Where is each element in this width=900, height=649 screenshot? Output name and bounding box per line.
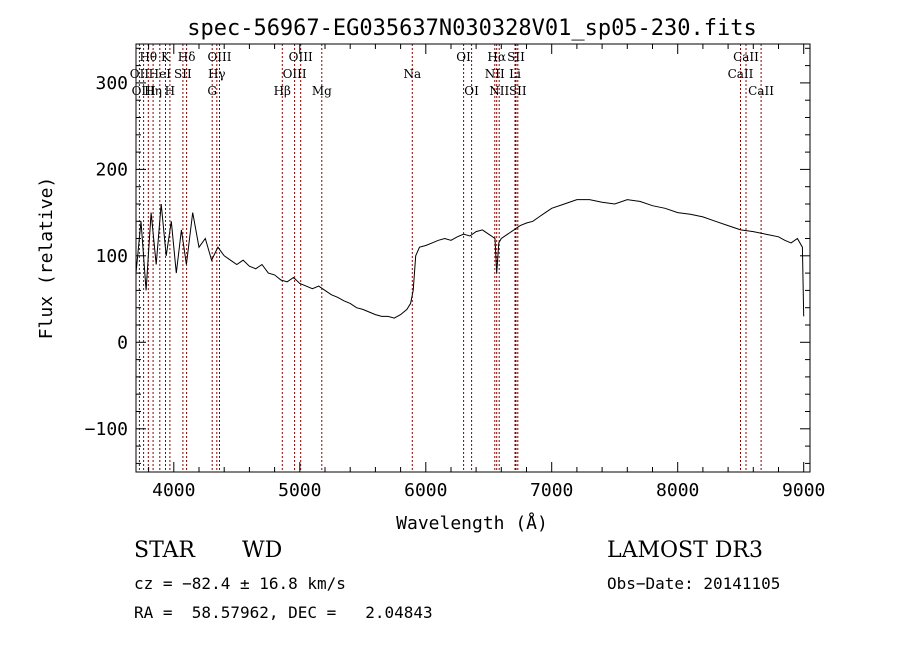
marker-label: SII	[174, 67, 192, 81]
marker-label: K	[161, 50, 171, 64]
marker-label: OIII	[207, 50, 231, 64]
survey-name: LAMOST DR3	[607, 538, 763, 563]
marker-label: OIII	[283, 67, 307, 81]
x-tick-label: 8000	[656, 480, 699, 501]
marker-label: H	[165, 84, 175, 98]
chart-title: spec-56967-EG035637N030328V01_sp05-230.f…	[187, 16, 757, 41]
marker-label: CaII	[748, 84, 774, 98]
marker-label: Hθ	[139, 50, 157, 64]
x-axis-label: Wavelength (Å)	[396, 512, 548, 534]
marker-label: Hδ	[178, 50, 196, 64]
marker-label: Li	[509, 67, 521, 81]
marker-label: Hγ	[208, 67, 226, 81]
observation-date: Obs−Date: 20141105	[607, 574, 781, 593]
marker-label: G	[207, 84, 217, 98]
marker-label: OI	[456, 50, 471, 64]
object-class: STAR	[134, 538, 195, 563]
marker-label: OII	[130, 67, 150, 81]
x-tick-label: 6000	[404, 480, 447, 501]
redshift-readout: cz = −82.4 ± 16.8 km/s	[134, 574, 346, 593]
marker-label: Mg	[312, 84, 332, 98]
marker-label: CaII	[733, 50, 759, 64]
marker-label: NII	[485, 67, 505, 81]
marker-label: Hη	[144, 84, 162, 98]
x-tick-label: 9000	[782, 480, 825, 501]
marker-label: CaII	[728, 67, 754, 81]
y-tick-label: 0	[117, 332, 128, 353]
axes: 4000 5000 6000 7000 8000 9000 −100 0 100 200 300	[85, 44, 825, 501]
x-tick-label: 7000	[530, 480, 573, 501]
marker-lines	[138, 44, 762, 472]
marker-label: OIII	[289, 50, 313, 64]
x-tick-label: 5000	[278, 480, 321, 501]
marker-labels: HθOIIOIIIHηHeIKHSIIHδGHγOIIIHβOIIIOIIIMg…	[130, 50, 775, 98]
spectrum-series	[135, 199, 805, 319]
y-tick-label: 300	[95, 73, 128, 94]
marker-label: OIII	[132, 84, 156, 98]
plot-frame	[135, 43, 811, 473]
y-axis-label: Flux (relative)	[36, 177, 57, 340]
marker-label: SII	[507, 50, 525, 64]
x-tick-label: 4000	[152, 480, 195, 501]
y-tick-label: −100	[85, 419, 128, 440]
object-subclass: WD	[242, 538, 283, 563]
marker-label: OI	[464, 84, 479, 98]
y-tick-label: 200	[95, 159, 128, 180]
marker-label: Na	[403, 67, 421, 81]
marker-label: SII	[509, 84, 527, 98]
y-tick-label: 100	[95, 246, 128, 267]
marker-label: Hβ	[274, 84, 291, 98]
coordinates-readout: RA = 58.57962, DEC = 2.04843	[134, 603, 433, 622]
marker-label: Hα	[487, 50, 506, 64]
spectrum-line	[135, 199, 805, 319]
marker-label: NII	[489, 84, 509, 98]
marker-label: HeI	[149, 67, 172, 81]
